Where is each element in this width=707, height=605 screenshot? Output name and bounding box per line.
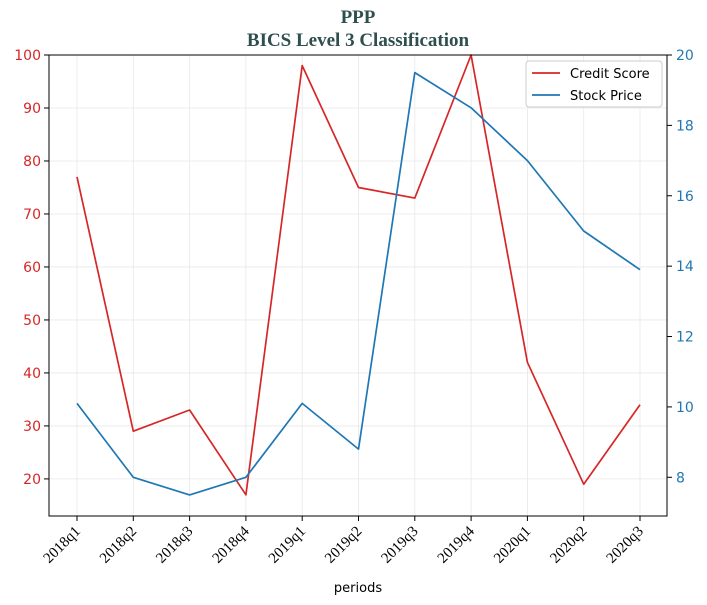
- legend: Credit Score Stock Price: [525, 60, 663, 108]
- y-left-tick-label: 50: [23, 313, 41, 329]
- chart-title: PPP: [341, 7, 376, 28]
- x-tick-label: 2019q2: [322, 524, 365, 567]
- x-tick-label: 2018q1: [41, 524, 84, 567]
- axes: 2018q1 2018q2 2018q3 2018q4 2019q1 2019q2 2019…: [14, 48, 694, 567]
- y-left-tick-label: 30: [23, 419, 41, 435]
- y-left-tick-label: 70: [23, 207, 41, 223]
- y-right-tick-label: 10: [676, 400, 694, 416]
- y-left-tick-label: 100: [14, 48, 41, 64]
- y-right-tick-label: 20: [676, 48, 694, 64]
- y-left-tick-label: 80: [23, 154, 41, 170]
- y-right-tick-label: 12: [676, 330, 694, 346]
- x-axis-label: periods: [334, 581, 382, 596]
- y-right-tick-label: 18: [676, 118, 694, 134]
- x-tick-label: 2020q1: [491, 524, 534, 567]
- x-tick-label: 2019q3: [378, 524, 421, 567]
- series-layer: [76, 54, 641, 496]
- x-tick-label: 2018q4: [210, 523, 253, 566]
- legend-label: Stock Price: [570, 89, 642, 104]
- series-line-credit-score: [76, 54, 641, 496]
- grid: [49, 54, 667, 516]
- y-left-tick-label: 90: [23, 101, 41, 117]
- y-left-tick-label: 20: [23, 472, 41, 488]
- x-tick-label: 2020q3: [604, 524, 647, 567]
- y-left-tick-label: 60: [23, 260, 41, 276]
- y-right-tick-label: 14: [676, 259, 694, 275]
- x-tick-label: 2019q1: [266, 524, 309, 567]
- y-left-tick-label: 40: [23, 366, 41, 382]
- x-tick-label: 2020q2: [547, 524, 590, 567]
- x-tick-label: 2019q4: [435, 523, 478, 566]
- x-tick-label: 2018q3: [153, 524, 196, 567]
- chart-subtitle: BICS Level 3 Classification: [247, 30, 470, 51]
- y-right-tick-label: 8: [676, 470, 685, 486]
- x-tick-label: 2018q2: [97, 524, 140, 567]
- y-right-tick-label: 16: [676, 189, 694, 205]
- series-line-stock-price: [76, 71, 641, 496]
- legend-label: Credit Score: [570, 67, 650, 82]
